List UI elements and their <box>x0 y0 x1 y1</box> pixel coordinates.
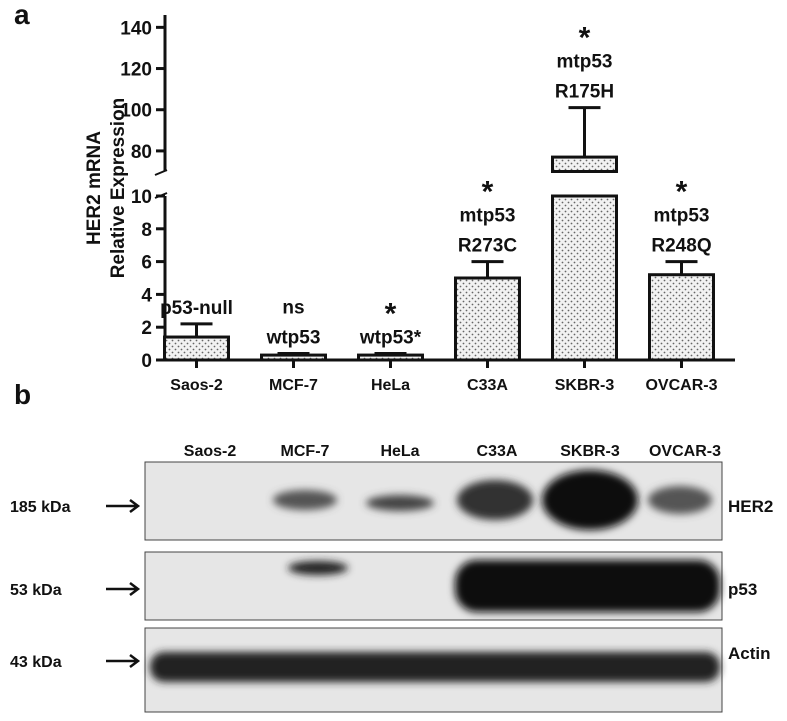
annotation: wtp53* <box>359 327 422 348</box>
axis-break <box>154 169 168 176</box>
y-tick-label: 120 <box>120 60 152 81</box>
arrows <box>106 499 141 668</box>
bar <box>454 276 521 362</box>
size-label: 43 kDa <box>10 654 62 671</box>
y-tick-label: 80 <box>131 142 152 163</box>
y-axis-label: Relative Expression <box>108 98 129 279</box>
bar <box>260 353 327 362</box>
error-bar <box>665 260 698 275</box>
annotation: ns <box>282 297 304 318</box>
lane-label: SKBR-3 <box>560 443 620 460</box>
bar <box>551 155 618 173</box>
x-tick-label: MCF-7 <box>269 377 318 394</box>
annotation: * <box>579 22 591 55</box>
panel-label: a <box>14 0 30 30</box>
y-axis-label: HER2 mRNA <box>84 131 105 245</box>
lane-label: C33A <box>477 443 518 460</box>
error-bar <box>471 260 504 278</box>
size-label: 185 kDa <box>10 499 71 516</box>
error-bar <box>180 322 213 338</box>
y-tick-label: 140 <box>120 18 152 39</box>
y-tick-label: 0 <box>141 351 152 372</box>
lane-label: MCF-7 <box>281 443 330 460</box>
x-tick-label: OVCAR-3 <box>645 377 717 394</box>
y-tick-label: 6 <box>141 253 152 274</box>
x-tick-label: C33A <box>467 377 508 394</box>
lane-label: Saos-2 <box>184 443 237 460</box>
x-tick-label: SKBR-3 <box>555 377 615 394</box>
annotation: mtp53 <box>654 206 710 227</box>
bar <box>648 273 715 362</box>
y-tick-label: 4 <box>141 285 152 306</box>
lane-label: HeLa <box>380 443 419 460</box>
bar <box>357 353 424 362</box>
annotation: mtp53 <box>557 52 613 73</box>
axis-break <box>154 192 168 199</box>
x-tick-label: Saos-2 <box>170 377 223 394</box>
x-tick-label: HeLa <box>371 377 410 394</box>
y-tick-label: 100 <box>120 101 152 122</box>
panel-label: b <box>14 379 31 410</box>
annotation: wtp53 <box>266 327 321 348</box>
protein-label: p53 <box>728 580 757 599</box>
bar <box>163 335 230 362</box>
annotation: * <box>385 297 397 330</box>
annotation: R248Q <box>651 236 711 257</box>
annotation: * <box>482 176 494 209</box>
annotation: * <box>676 176 688 209</box>
error-bar <box>568 106 601 158</box>
annotation: p53-null <box>160 298 233 319</box>
lane-label: OVCAR-3 <box>649 443 721 460</box>
error-bar <box>374 351 407 356</box>
y-tick-label: 2 <box>141 318 152 339</box>
bar <box>551 194 618 362</box>
y-tick-label: 8 <box>141 220 152 241</box>
annotation: R175H <box>555 82 614 103</box>
bands <box>150 470 720 682</box>
annotation: mtp53 <box>460 206 516 227</box>
protein-label: Actin <box>728 644 771 663</box>
protein-label: HER2 <box>728 497 773 516</box>
error-bar <box>277 351 310 356</box>
size-label: 53 kDa <box>10 582 62 599</box>
annotation: R273C <box>458 236 517 257</box>
y-tick-label: 10 <box>131 187 152 208</box>
